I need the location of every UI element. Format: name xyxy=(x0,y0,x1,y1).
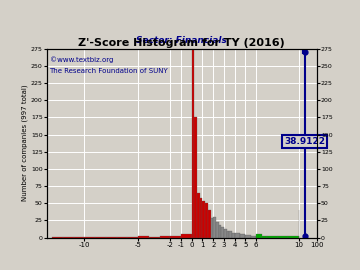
Text: 38.9122: 38.9122 xyxy=(284,137,325,146)
Bar xyxy=(224,229,227,238)
Bar xyxy=(208,210,211,238)
Text: ©www.textbiz.org: ©www.textbiz.org xyxy=(50,56,113,63)
Bar xyxy=(192,49,194,238)
Bar xyxy=(117,237,127,238)
Bar xyxy=(127,237,138,238)
Bar xyxy=(194,117,197,238)
Y-axis label: Number of companies (997 total): Number of companies (997 total) xyxy=(22,85,28,201)
Bar xyxy=(95,237,106,238)
Bar xyxy=(149,237,159,238)
Bar xyxy=(240,234,246,238)
Bar xyxy=(235,234,240,238)
Bar xyxy=(200,198,202,238)
Bar xyxy=(227,231,229,238)
Bar xyxy=(63,237,74,238)
Text: Sector: Financials: Sector: Financials xyxy=(136,36,227,45)
Bar xyxy=(267,236,278,238)
Bar xyxy=(278,236,288,238)
Bar xyxy=(229,231,232,238)
Bar xyxy=(246,235,251,238)
Bar xyxy=(221,227,224,238)
Bar xyxy=(232,233,235,238)
Title: Z'-Score Histogram for TY (2016): Z'-Score Histogram for TY (2016) xyxy=(78,38,285,48)
Bar xyxy=(84,237,95,238)
Bar xyxy=(216,222,219,238)
Bar xyxy=(288,236,299,238)
Bar xyxy=(251,235,256,238)
Bar xyxy=(52,237,63,238)
Bar xyxy=(181,234,192,238)
Bar xyxy=(219,225,221,238)
Bar xyxy=(261,235,267,238)
Bar xyxy=(205,203,208,238)
Bar xyxy=(138,236,149,238)
Bar xyxy=(159,236,170,238)
Bar xyxy=(106,237,117,238)
Bar xyxy=(74,237,84,238)
Bar xyxy=(211,218,213,238)
Bar xyxy=(197,193,200,238)
Bar xyxy=(256,234,261,238)
Text: The Research Foundation of SUNY: The Research Foundation of SUNY xyxy=(50,68,168,73)
Bar xyxy=(213,217,216,238)
Bar xyxy=(170,235,181,238)
Bar xyxy=(202,201,205,238)
